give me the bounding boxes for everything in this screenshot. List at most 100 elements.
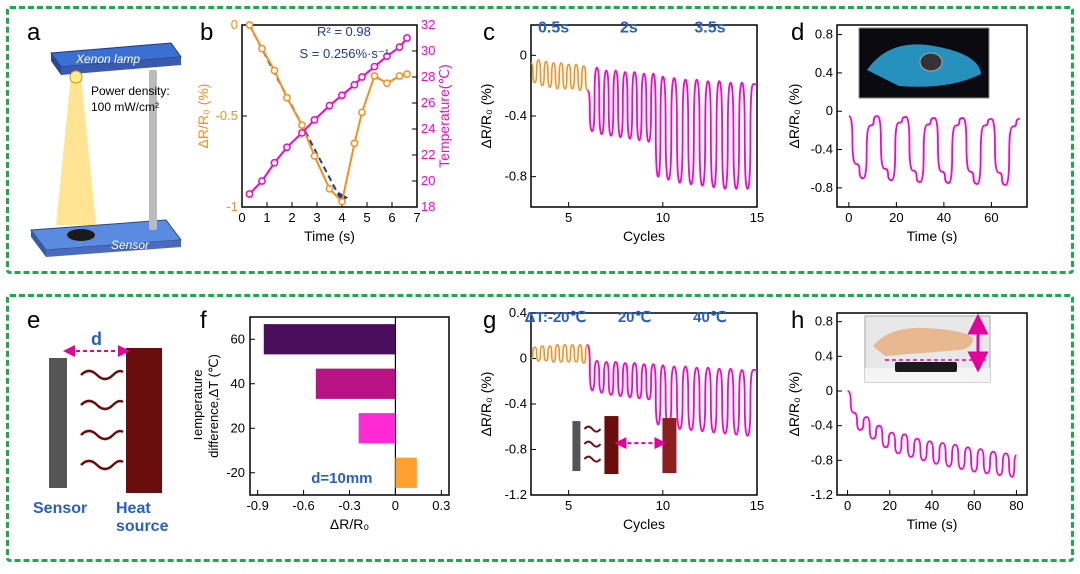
svg-text:0.8: 0.8 [815,27,833,42]
svg-text:Sensor: Sensor [111,238,150,252]
svg-text:60: 60 [231,331,245,346]
svg-text:40: 40 [231,376,245,391]
panel-f: f -0.9-0.6-0.300.3604020-20ΔR/R₀Temperat… [194,303,469,553]
svg-text:2s: 2s [620,20,638,37]
svg-text:0: 0 [392,498,399,513]
svg-text:0: 0 [844,498,851,513]
svg-text:80: 80 [1009,498,1023,513]
panel-label-f: f [200,307,207,335]
svg-text:1: 1 [263,210,270,225]
svg-text:15: 15 [750,498,764,513]
svg-text:R² = 0.98: R² = 0.98 [317,24,371,39]
chart-g-svg: 51015-1.2-0.8-0.400.4CyclesΔR/R₀ (%)ΔT:-… [477,303,767,533]
row-bottom: e dSensorHeatsource f -0.9-0.6-0.300.360… [6,294,1074,562]
svg-text:ΔR/R₀ (%): ΔR/R₀ (%) [786,372,802,437]
svg-text:40: 40 [937,210,951,225]
panel-e: e d Sensor Heatsource [21,303,186,553]
panel-label-d: d [791,19,804,47]
svg-text:-1.2: -1.2 [505,487,527,502]
svg-text:3: 3 [313,210,320,225]
svg-text:60: 60 [967,498,981,513]
svg-text:15: 15 [750,210,764,225]
svg-text:10: 10 [656,210,670,225]
svg-text:difference,ΔT (℃): difference,ΔT (℃) [206,354,221,458]
svg-text:d: d [91,329,102,349]
svg-text:0: 0 [238,210,245,225]
chart-c-svg: 5 10 15 -0.8 -0.4 0 Cycles ΔR/R₀ (%) 0.5s 2s 3.5s [477,15,767,245]
svg-text:-0.3: -0.3 [338,498,360,513]
svg-text:24: 24 [421,121,435,136]
svg-text:Power density:: Power density: [91,84,170,98]
svg-text:d=10mm: d=10mm [311,470,372,487]
panel-a: a Xenon lampSensorPower density:100 mW/c… [21,15,186,265]
svg-text:22: 22 [421,147,435,162]
svg-text:Temperature(℃): Temperature(℃) [436,64,452,168]
svg-text:-0.6: -0.6 [292,498,314,513]
svg-text:20: 20 [883,498,897,513]
svg-text:ΔR/R₀ (%): ΔR/R₀ (%) [786,84,802,149]
svg-text:-1.2: -1.2 [811,487,833,502]
svg-text:Time (s): Time (s) [907,516,958,532]
svg-text:3.5s: 3.5s [694,20,725,37]
row-top: a Xenon lampSensorPower density:100 mW/c… [6,6,1074,274]
panel-g: g 51015-1.2-0.8-0.400.4CyclesΔR/R₀ (%)ΔT… [477,303,777,553]
svg-text:S = 0.256%·s⁻¹: S = 0.256%·s⁻¹ [300,46,390,61]
panel-label-e: e [27,307,40,335]
svg-text:-0.4: -0.4 [505,108,527,123]
svg-text:ΔR/R₀ (%): ΔR/R₀ (%) [478,84,494,149]
svg-text:Cycles: Cycles [623,228,665,244]
panel-d: d 0204060-0.8-0.400.40.8Time (s)ΔR/R₀ (%… [785,15,1045,265]
svg-text:Time (s): Time (s) [907,228,958,244]
svg-text:Sensor: Sensor [33,500,87,517]
svg-text:28: 28 [421,69,435,84]
svg-text:0: 0 [826,383,833,398]
svg-text:10: 10 [656,498,670,513]
svg-text:18: 18 [421,199,435,214]
svg-text:0: 0 [231,17,238,32]
svg-text:-0.8: -0.8 [505,169,527,184]
svg-text:20: 20 [231,420,245,435]
svg-text:0.8: 0.8 [815,314,833,329]
panel-label-g: g [483,307,496,335]
figure-container: a Xenon lampSensorPower density:100 mW/c… [0,0,1080,574]
svg-text:0.5s: 0.5s [538,20,569,37]
svg-text:-0.8: -0.8 [505,442,527,457]
svg-text:-0.4: -0.4 [505,396,527,411]
svg-text:ΔR/R₀: ΔR/R₀ [330,516,369,532]
svg-text:Temperature: Temperature [194,370,205,443]
svg-text:0.4: 0.4 [815,348,833,363]
svg-text:4: 4 [338,210,345,225]
svg-text:Cycles: Cycles [623,516,665,532]
svg-text:5: 5 [363,210,370,225]
svg-text:-0.8: -0.8 [811,180,833,195]
panel-b: b 01234567-1-0.501820222426283032Time (s… [194,15,469,265]
chart-f-svg: -0.9-0.6-0.300.3604020-20ΔR/R₀Temperatur… [194,303,459,533]
svg-text:6: 6 [388,210,395,225]
svg-text:0: 0 [826,103,833,118]
svg-text:-1: -1 [226,199,238,214]
panel-label-h: h [791,307,804,335]
svg-text:5: 5 [565,210,572,225]
chart-d-svg: 0204060-0.8-0.400.40.8Time (s)ΔR/R₀ (%) [785,15,1035,245]
svg-text:ΔR/R₀ (%): ΔR/R₀ (%) [195,84,211,149]
svg-text:-0.4: -0.4 [811,142,833,157]
svg-text:100 mW/cm²: 100 mW/cm² [91,100,159,114]
svg-text:20: 20 [889,210,903,225]
svg-text:2: 2 [288,210,295,225]
svg-text:ΔR/R₀ (%): ΔR/R₀ (%) [478,372,494,437]
svg-text:40℃: 40℃ [693,309,727,326]
panel-label-c: c [483,19,495,47]
svg-text:source: source [116,518,169,535]
svg-text:-20: -20 [226,465,245,480]
svg-text:0: 0 [520,47,527,62]
schematic-a-svg: Xenon lampSensorPower density:100 mW/cm² [21,15,186,260]
schematic-e-svg: d Sensor Heatsource [21,303,186,548]
svg-text:7: 7 [413,210,420,225]
svg-text:60: 60 [984,210,998,225]
svg-text:Heat: Heat [116,500,151,517]
svg-text:0.4: 0.4 [815,65,833,80]
svg-text:20: 20 [421,173,435,188]
svg-text:-0.9: -0.9 [246,498,268,513]
panel-label-a: a [27,19,40,47]
svg-text:-0.5: -0.5 [216,108,238,123]
